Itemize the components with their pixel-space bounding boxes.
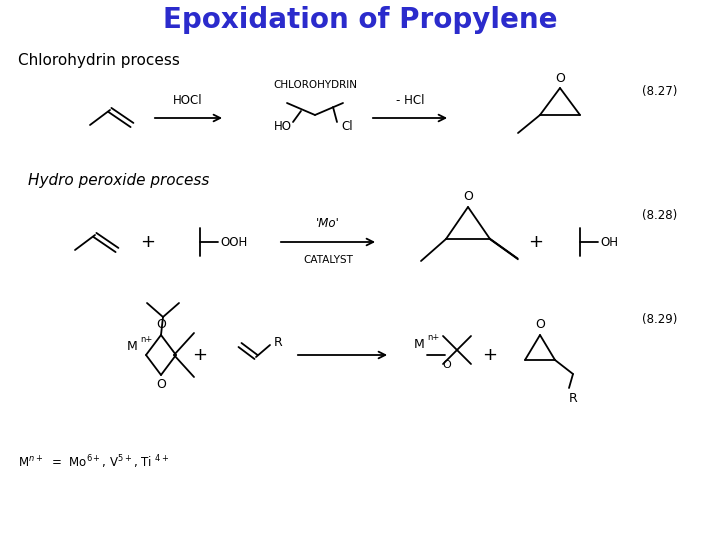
Text: (8.27): (8.27) — [642, 85, 678, 98]
Text: O: O — [463, 191, 473, 204]
Text: +: + — [192, 346, 207, 364]
Text: +: + — [140, 233, 156, 251]
Text: O: O — [555, 71, 565, 84]
Text: R: R — [274, 336, 283, 349]
Text: OH: OH — [600, 235, 618, 248]
Text: Hydro peroxide process: Hydro peroxide process — [28, 172, 210, 187]
Text: M: M — [413, 339, 424, 352]
Text: (8.29): (8.29) — [642, 314, 678, 327]
Text: M: M — [127, 341, 138, 354]
Text: R: R — [569, 392, 577, 404]
Text: +: + — [482, 346, 498, 364]
Text: Cl: Cl — [341, 120, 353, 133]
Text: +: + — [528, 233, 544, 251]
Text: O: O — [443, 360, 451, 370]
Text: 'Mo': 'Mo' — [316, 217, 340, 230]
Text: O: O — [156, 319, 166, 332]
Text: OOH: OOH — [220, 235, 247, 248]
Text: CATALYST: CATALYST — [303, 255, 353, 265]
Text: n+: n+ — [427, 333, 439, 341]
Text: Epoxidation of Propylene: Epoxidation of Propylene — [163, 6, 557, 34]
Text: CHLOROHYDRIN: CHLOROHYDRIN — [273, 80, 357, 90]
Text: HOCl: HOCl — [174, 94, 203, 107]
Text: O: O — [535, 319, 545, 332]
Text: - HCl: - HCl — [396, 94, 424, 107]
Text: (8.28): (8.28) — [642, 208, 678, 221]
Text: Chlorohydrin process: Chlorohydrin process — [18, 52, 180, 68]
Text: O: O — [156, 379, 166, 392]
Text: M$^{n+}$  =  Mo$^{6+}$, V$^{5+}$, Ti $^{4+}$: M$^{n+}$ = Mo$^{6+}$, V$^{5+}$, Ti $^{4+… — [18, 453, 170, 471]
Text: HO: HO — [274, 120, 292, 133]
Text: n+: n+ — [140, 334, 152, 343]
